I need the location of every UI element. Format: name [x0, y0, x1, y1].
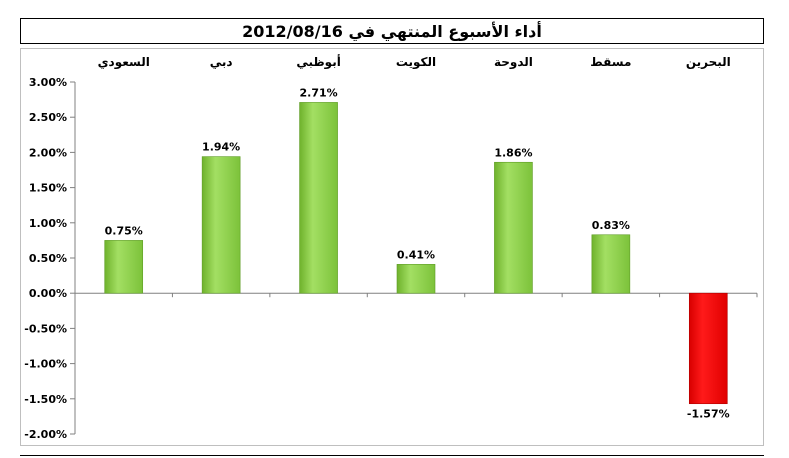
data-label: 0.75% [105, 224, 143, 237]
data-label: 1.86% [494, 146, 532, 159]
bottom-rule [20, 455, 764, 456]
chart-title: أداء الأسبوع المنتهي في 2012/08/16 [20, 18, 764, 44]
y-tick-label: -2.00% [24, 428, 67, 441]
y-tick-label: 2.00% [29, 146, 67, 159]
chart-frame [20, 48, 764, 446]
data-label: 0.41% [397, 248, 435, 261]
y-tick-label: -0.50% [24, 322, 67, 335]
y-tick-label: 3.00% [29, 76, 67, 89]
y-axis: 3.00% 2.50% 2.00% 1.50% 1.00% 0.50% 0.00% -0.50… [24, 76, 758, 441]
category-label: أبوظبي [296, 54, 340, 70]
bar[interactable] [201, 156, 241, 294]
y-tick-label: 0.00% [29, 287, 67, 300]
y-tick-label: 1.50% [29, 182, 67, 195]
data-label: -1.57% [687, 408, 730, 421]
bar[interactable] [494, 161, 533, 294]
category-label: دبي [210, 55, 233, 69]
category-label: الكويت [396, 55, 436, 70]
data-labels: -1.57% 0.83% 1.86% 0.41% 2.71% 1.94% 0.75% [105, 86, 730, 420]
category-labels: البحرين مسقط الدوحة الكويت أبوظبي دبي السعودي [98, 54, 731, 70]
y-tick-label: -1.50% [24, 393, 67, 406]
data-label: 0.83% [592, 219, 630, 232]
bars [104, 102, 728, 405]
y-tick-label: 2.50% [29, 111, 67, 124]
bar[interactable] [396, 264, 436, 294]
bar[interactable] [299, 102, 338, 294]
category-label: السعودي [98, 55, 150, 70]
y-tick-label: -1.00% [24, 358, 67, 371]
data-label: 1.94% [202, 141, 240, 154]
category-label: مسقط [590, 55, 631, 69]
y-tick-label: 0.50% [29, 252, 67, 265]
bar[interactable] [591, 234, 631, 294]
category-label: الدوحة [494, 55, 533, 70]
data-label: 2.71% [299, 86, 337, 99]
category-label: البحرين [686, 55, 731, 69]
y-tick-label: 1.00% [29, 217, 67, 230]
bar[interactable] [104, 240, 144, 294]
bar[interactable] [688, 292, 728, 405]
